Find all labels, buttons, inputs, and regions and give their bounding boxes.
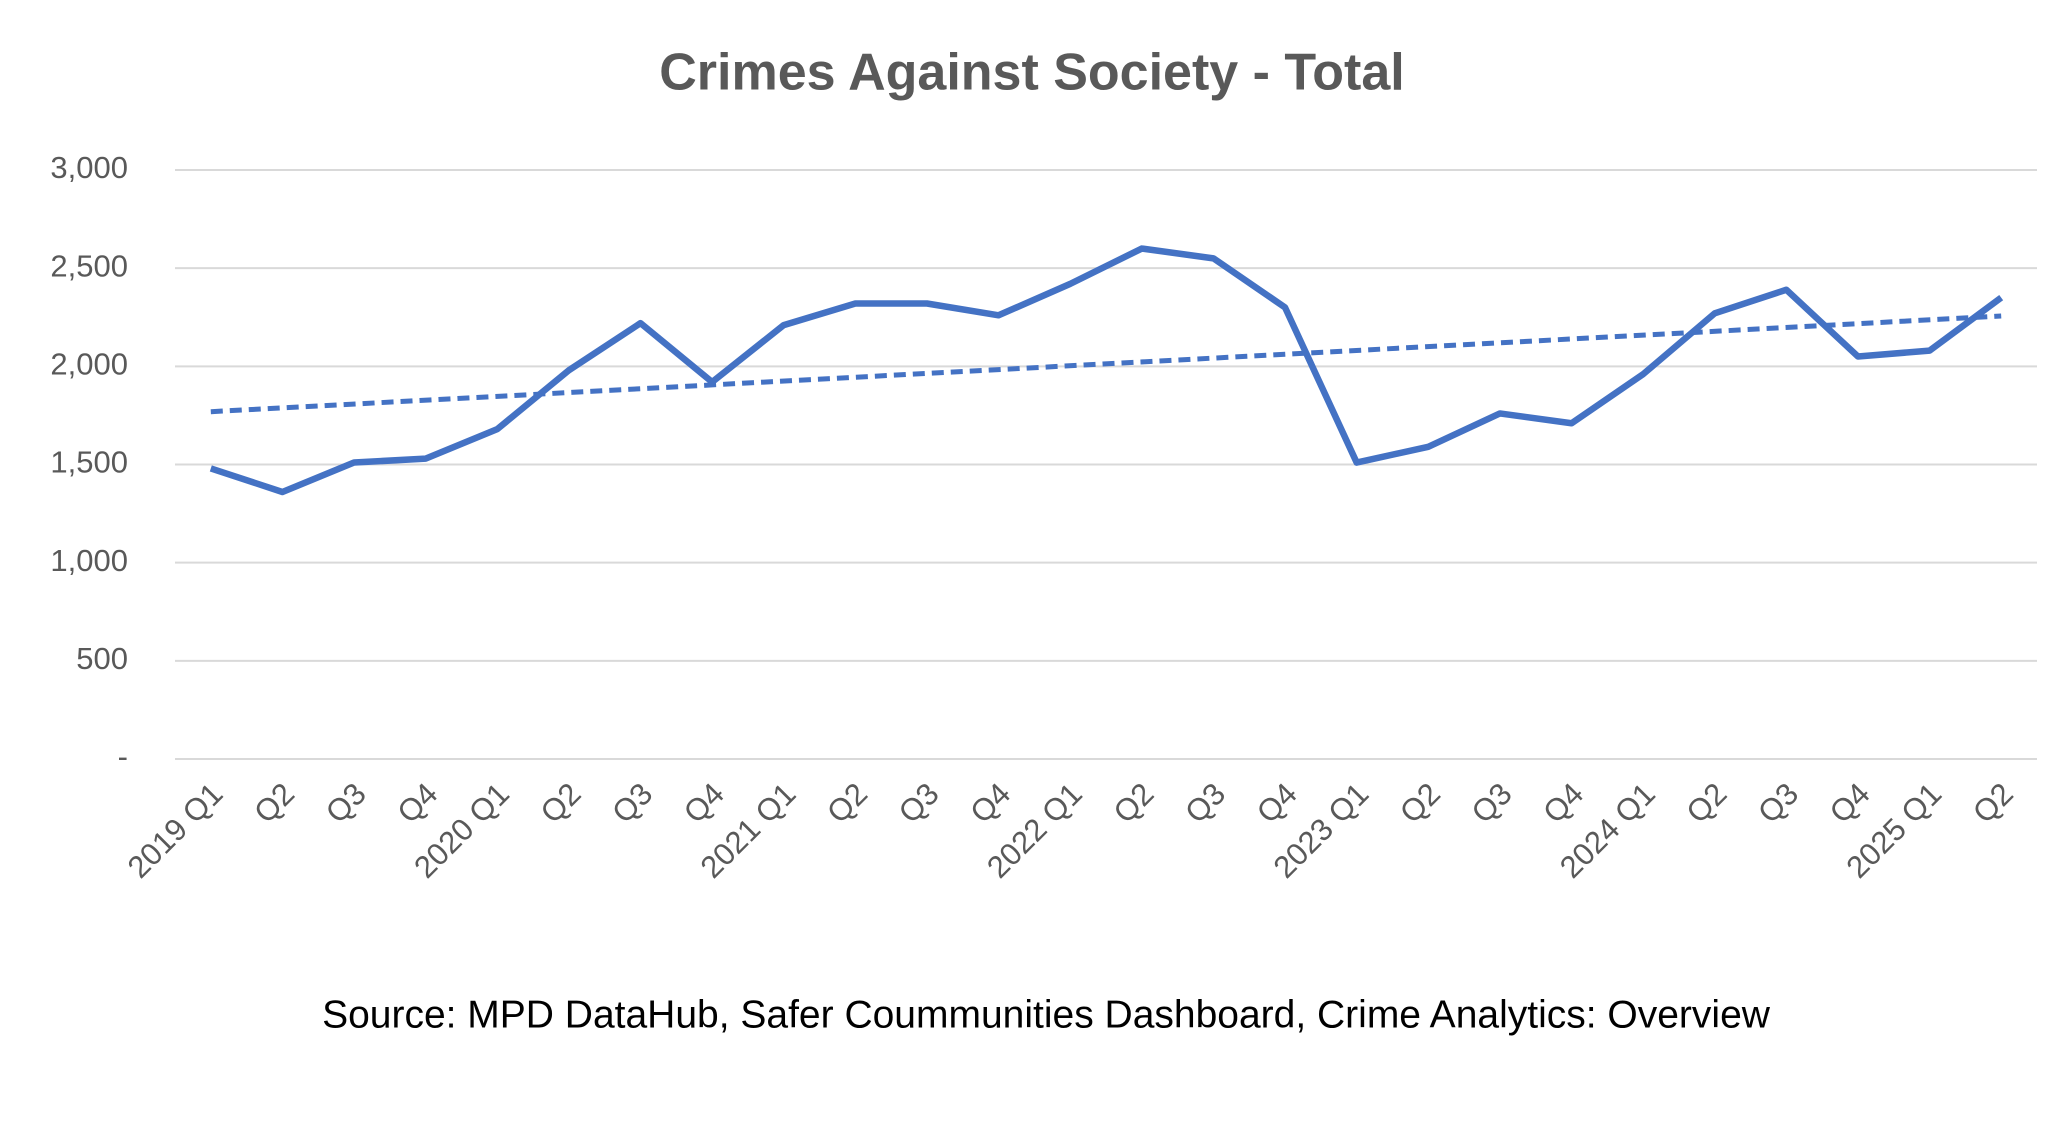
y-tick-label: 2,000 <box>50 347 128 382</box>
y-tick-label: 500 <box>76 641 128 676</box>
x-tick-label: Q2 <box>820 776 874 830</box>
trendline <box>210 313 2002 415</box>
x-tick-label: Q2 <box>247 776 301 830</box>
y-tick-label: - <box>118 739 128 774</box>
x-tick-label: Q4 <box>390 776 444 830</box>
data-line <box>209 245 2004 496</box>
x-tick-label: Q2 <box>1679 776 1733 830</box>
source-note: Source: MPD DataHub, Safer Coummunities … <box>322 993 1771 1036</box>
x-tick-label: Q4 <box>677 776 731 830</box>
x-tick-label: Q4 <box>963 776 1017 830</box>
x-tick-label: 2019 Q1 <box>121 776 230 885</box>
x-tick-label: Q2 <box>1393 776 1447 830</box>
x-tick-label: Q4 <box>1536 776 1590 830</box>
x-tick-label: Q2 <box>1107 776 1161 830</box>
x-tick-label: Q2 <box>1966 776 2020 830</box>
y-tick-label: 3,000 <box>50 150 128 185</box>
x-tick-label: Q3 <box>1465 776 1519 830</box>
y-tick-label: 2,500 <box>50 248 128 283</box>
x-tick-label: Q3 <box>892 776 946 830</box>
x-tick-label: Q2 <box>534 776 588 830</box>
x-tick-label: Q3 <box>1178 776 1232 830</box>
x-tick-label: Q4 <box>1823 776 1877 830</box>
x-tick-label: Q4 <box>1250 776 1304 830</box>
y-tick-label: 1,500 <box>50 445 128 480</box>
x-tick-label: Q3 <box>319 776 373 830</box>
y-tick-label: 1,000 <box>50 543 128 578</box>
chart-title: Crimes Against Society - Total <box>659 44 1405 102</box>
x-tick-label: Q3 <box>605 776 659 830</box>
x-tick-label: Q3 <box>1751 776 1805 830</box>
